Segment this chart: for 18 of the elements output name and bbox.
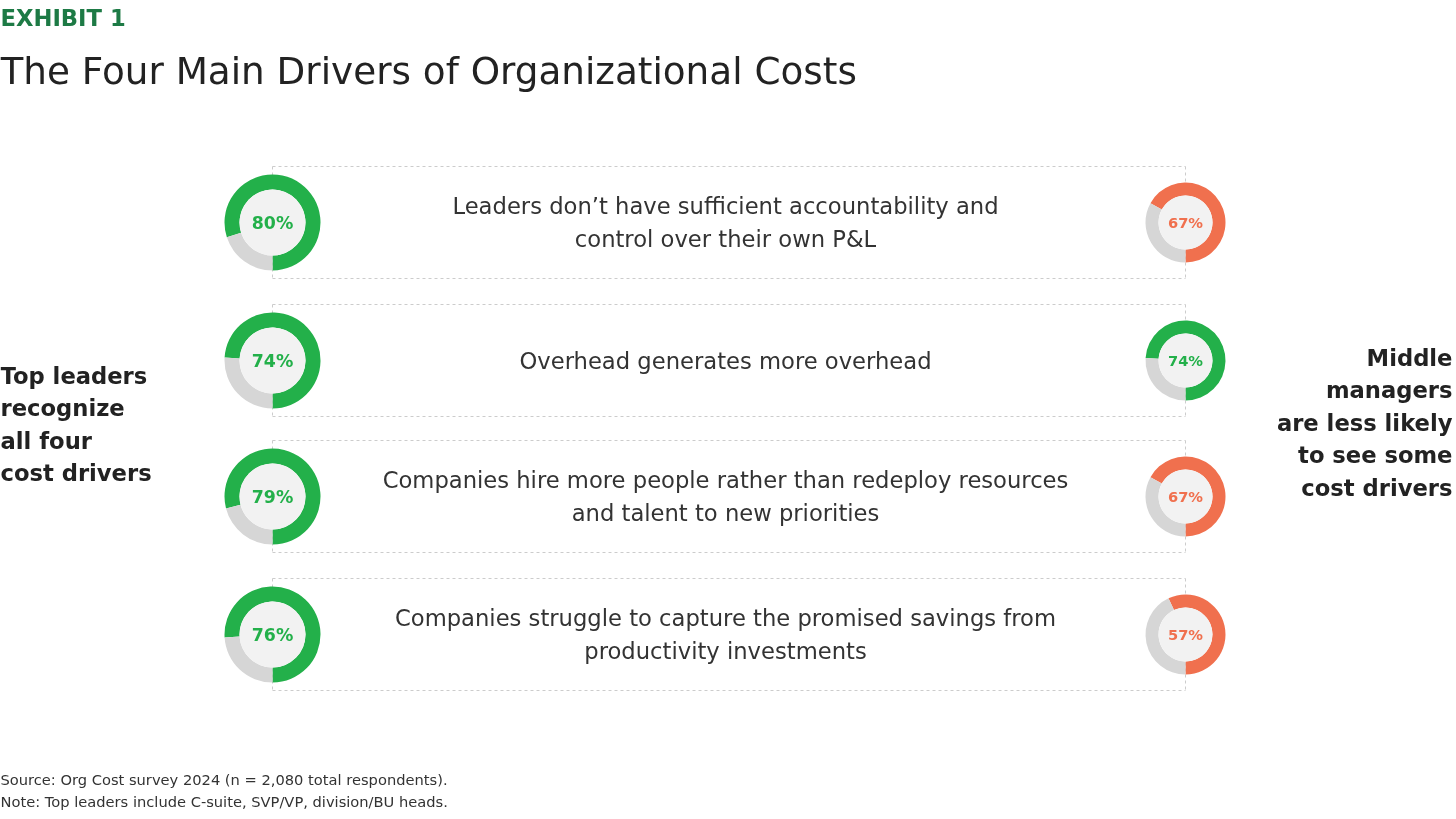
text: Companies struggle to capture the promised savings from productivity investments [394,605,1057,664]
data-label: 74% [251,350,294,371]
text: EXHIBIT 1 [0,4,126,31]
text: Leaders don’t have sufficient accountability and control over their own P&L [452,193,999,252]
data-label: 67% [1167,214,1204,231]
text: Companies hire more people rather than redeploy resources and talent to new priorities [382,467,1069,526]
text: The Four Main Drivers of Organizational Costs [0,48,857,93]
text: Note: Top leaders include C-suite, SVP/VP, division/BU heads. [0,792,448,810]
data-label: 67% [1167,488,1204,505]
data-label: 57% [1167,626,1204,643]
data-label: 74% [1167,352,1204,369]
source-note: Source: Org Cost survey 2024 (n = 2,080 total respondents). [0,770,448,788]
text: Top leaders recognize all four cost drivers [0,362,152,486]
data-label: 80% [251,212,294,233]
text: Overhead generates more overhead [519,347,932,374]
text: Middle managers are less likely to see some cost drivers [1276,344,1453,501]
data-label: 76% [251,624,294,645]
data-label: 79% [251,486,294,507]
